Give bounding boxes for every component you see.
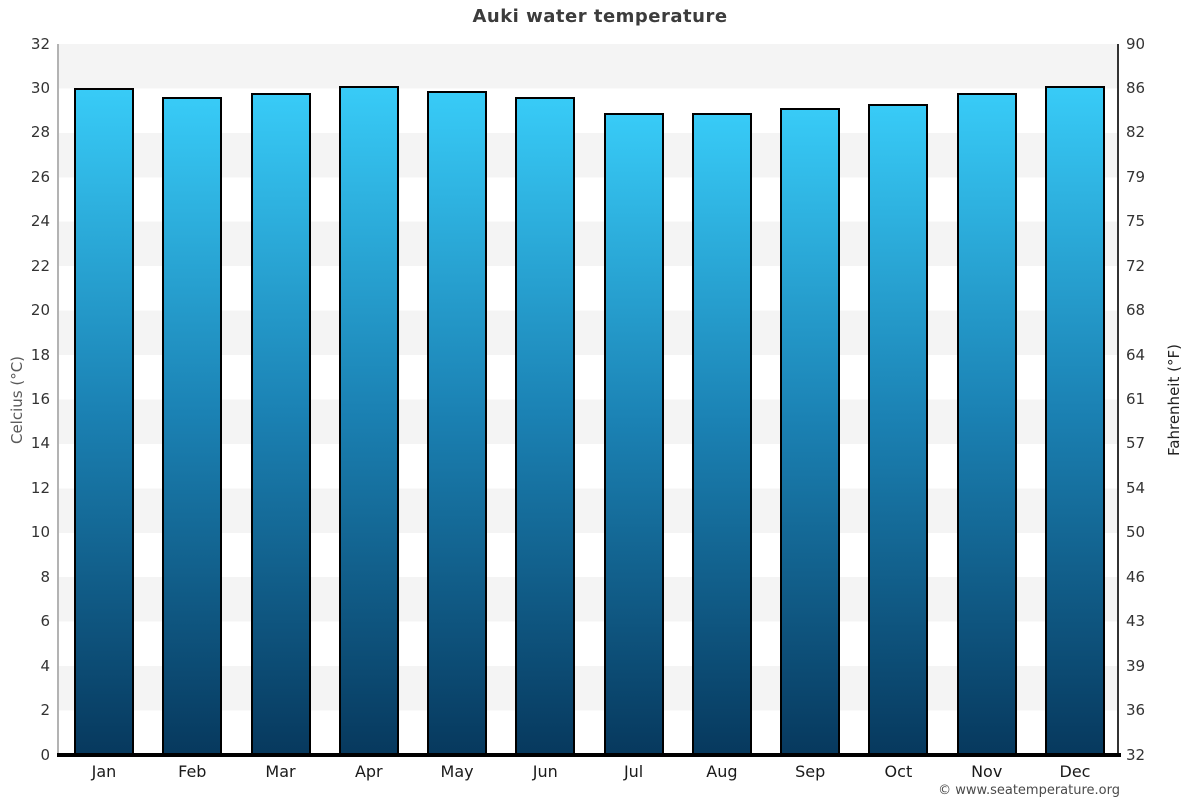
x-tick-label-jan: Jan	[91, 762, 117, 781]
x-tick-label-mar: Mar	[265, 762, 296, 781]
y-tick-right-32: 32	[1126, 745, 1146, 764]
bar-aug	[691, 112, 752, 755]
y-tick-right-86: 86	[1126, 78, 1146, 97]
y-tick-left-4: 4	[40, 656, 50, 675]
y-tick-left-14: 14	[30, 434, 50, 453]
x-tick-label-aug: Aug	[706, 762, 738, 781]
y-tick-right-79: 79	[1126, 167, 1146, 186]
y-tick-right-72: 72	[1126, 256, 1146, 275]
chart-title: Auki water temperature	[472, 6, 728, 27]
y-tick-right-57: 57	[1126, 434, 1146, 453]
y-tick-left-18: 18	[30, 345, 50, 364]
y-tick-left-2: 2	[40, 701, 50, 720]
y-tick-left-6: 6	[40, 612, 50, 631]
bar-oct	[868, 104, 929, 755]
y-tick-left-0: 0	[40, 745, 50, 764]
y-tick-left-28: 28	[30, 123, 50, 142]
bar-mar	[250, 92, 311, 755]
y-tick-right-82: 82	[1126, 123, 1146, 142]
y-tick-left-22: 22	[30, 256, 50, 275]
bar-jan	[74, 88, 134, 755]
y-tick-right-64: 64	[1126, 345, 1146, 364]
y-tick-right-61: 61	[1126, 390, 1146, 408]
bar-dec	[1045, 86, 1105, 755]
y-axis-line-left	[57, 44, 59, 755]
bar-apr	[338, 86, 399, 755]
y-axis-line-right	[1117, 44, 1119, 755]
y-tick-right-50: 50	[1126, 523, 1146, 542]
x-tick-label-feb: Feb	[178, 762, 207, 781]
y-tick-right-54: 54	[1126, 478, 1146, 497]
y-tick-right-36: 36	[1126, 701, 1146, 720]
bar-may	[427, 90, 488, 755]
y-tick-right-39: 39	[1126, 656, 1146, 675]
x-tick-label-jul: Jul	[623, 762, 644, 781]
y-tick-left-30: 30	[30, 78, 50, 97]
x-tick-label-nov: Nov	[971, 762, 1003, 781]
y-tick-left-24: 24	[30, 212, 50, 231]
bar-jun	[515, 97, 576, 755]
y-tick-left-20: 20	[30, 301, 50, 320]
y-tick-right-90: 90	[1126, 34, 1146, 53]
y-tick-left-26: 26	[30, 167, 50, 186]
bar-jul	[603, 112, 664, 755]
bar-feb	[162, 97, 223, 755]
x-axis-line	[57, 753, 1121, 757]
y-tick-left-32: 32	[30, 34, 50, 53]
y-tick-left-10: 10	[30, 523, 50, 542]
bar-sep	[780, 108, 841, 755]
y-tick-right-68: 68	[1126, 301, 1146, 320]
x-tick-label-apr: Apr	[354, 762, 383, 781]
y-tick-right-43: 43	[1126, 612, 1146, 631]
y-tick-left-12: 12	[30, 478, 50, 497]
y-tick-left-16: 16	[30, 390, 50, 408]
y-tick-left-8: 8	[40, 567, 50, 586]
plot-area	[58, 44, 1119, 755]
copyright-link[interactable]: © www.seatemperature.org	[938, 783, 1120, 798]
x-tick-label-oct: Oct	[884, 762, 913, 781]
y-tick-right-46: 46	[1126, 567, 1146, 586]
x-tick-label-sep: Sep	[795, 762, 826, 781]
x-tick-label-jun: Jun	[532, 762, 558, 781]
x-tick-label-may: May	[440, 762, 474, 781]
bar-nov	[956, 92, 1017, 755]
y-tick-right-75: 75	[1126, 212, 1146, 231]
x-tick-label-dec: Dec	[1059, 762, 1091, 781]
